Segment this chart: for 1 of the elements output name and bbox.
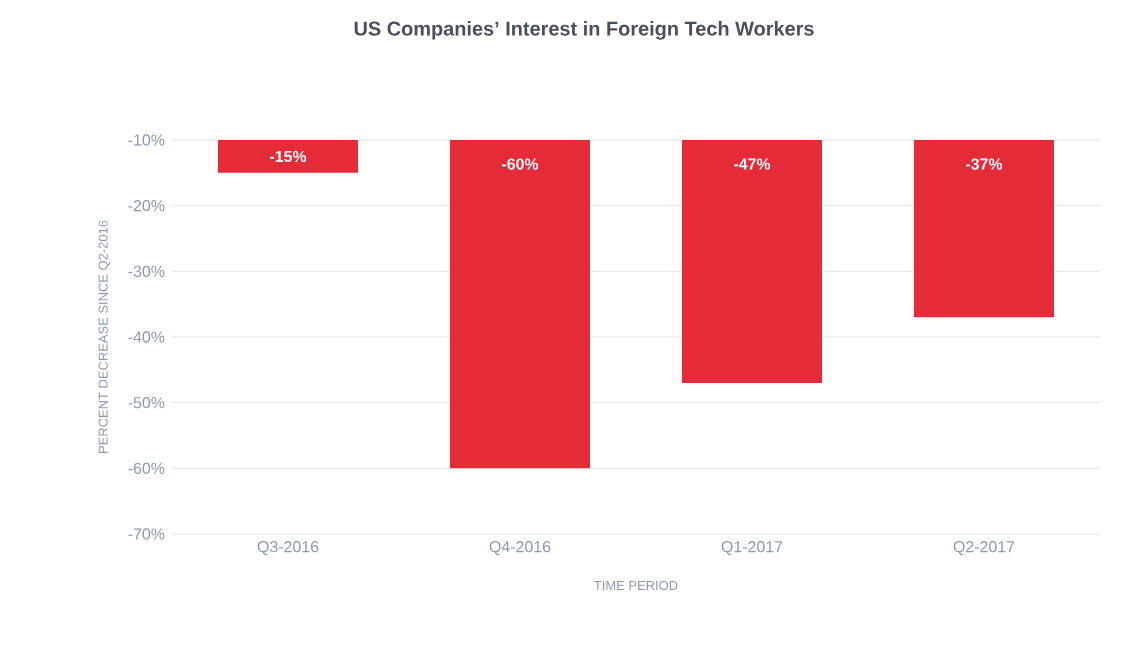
chart-title: US Companies’ Interest in Foreign Tech Workers: [354, 21, 814, 40]
